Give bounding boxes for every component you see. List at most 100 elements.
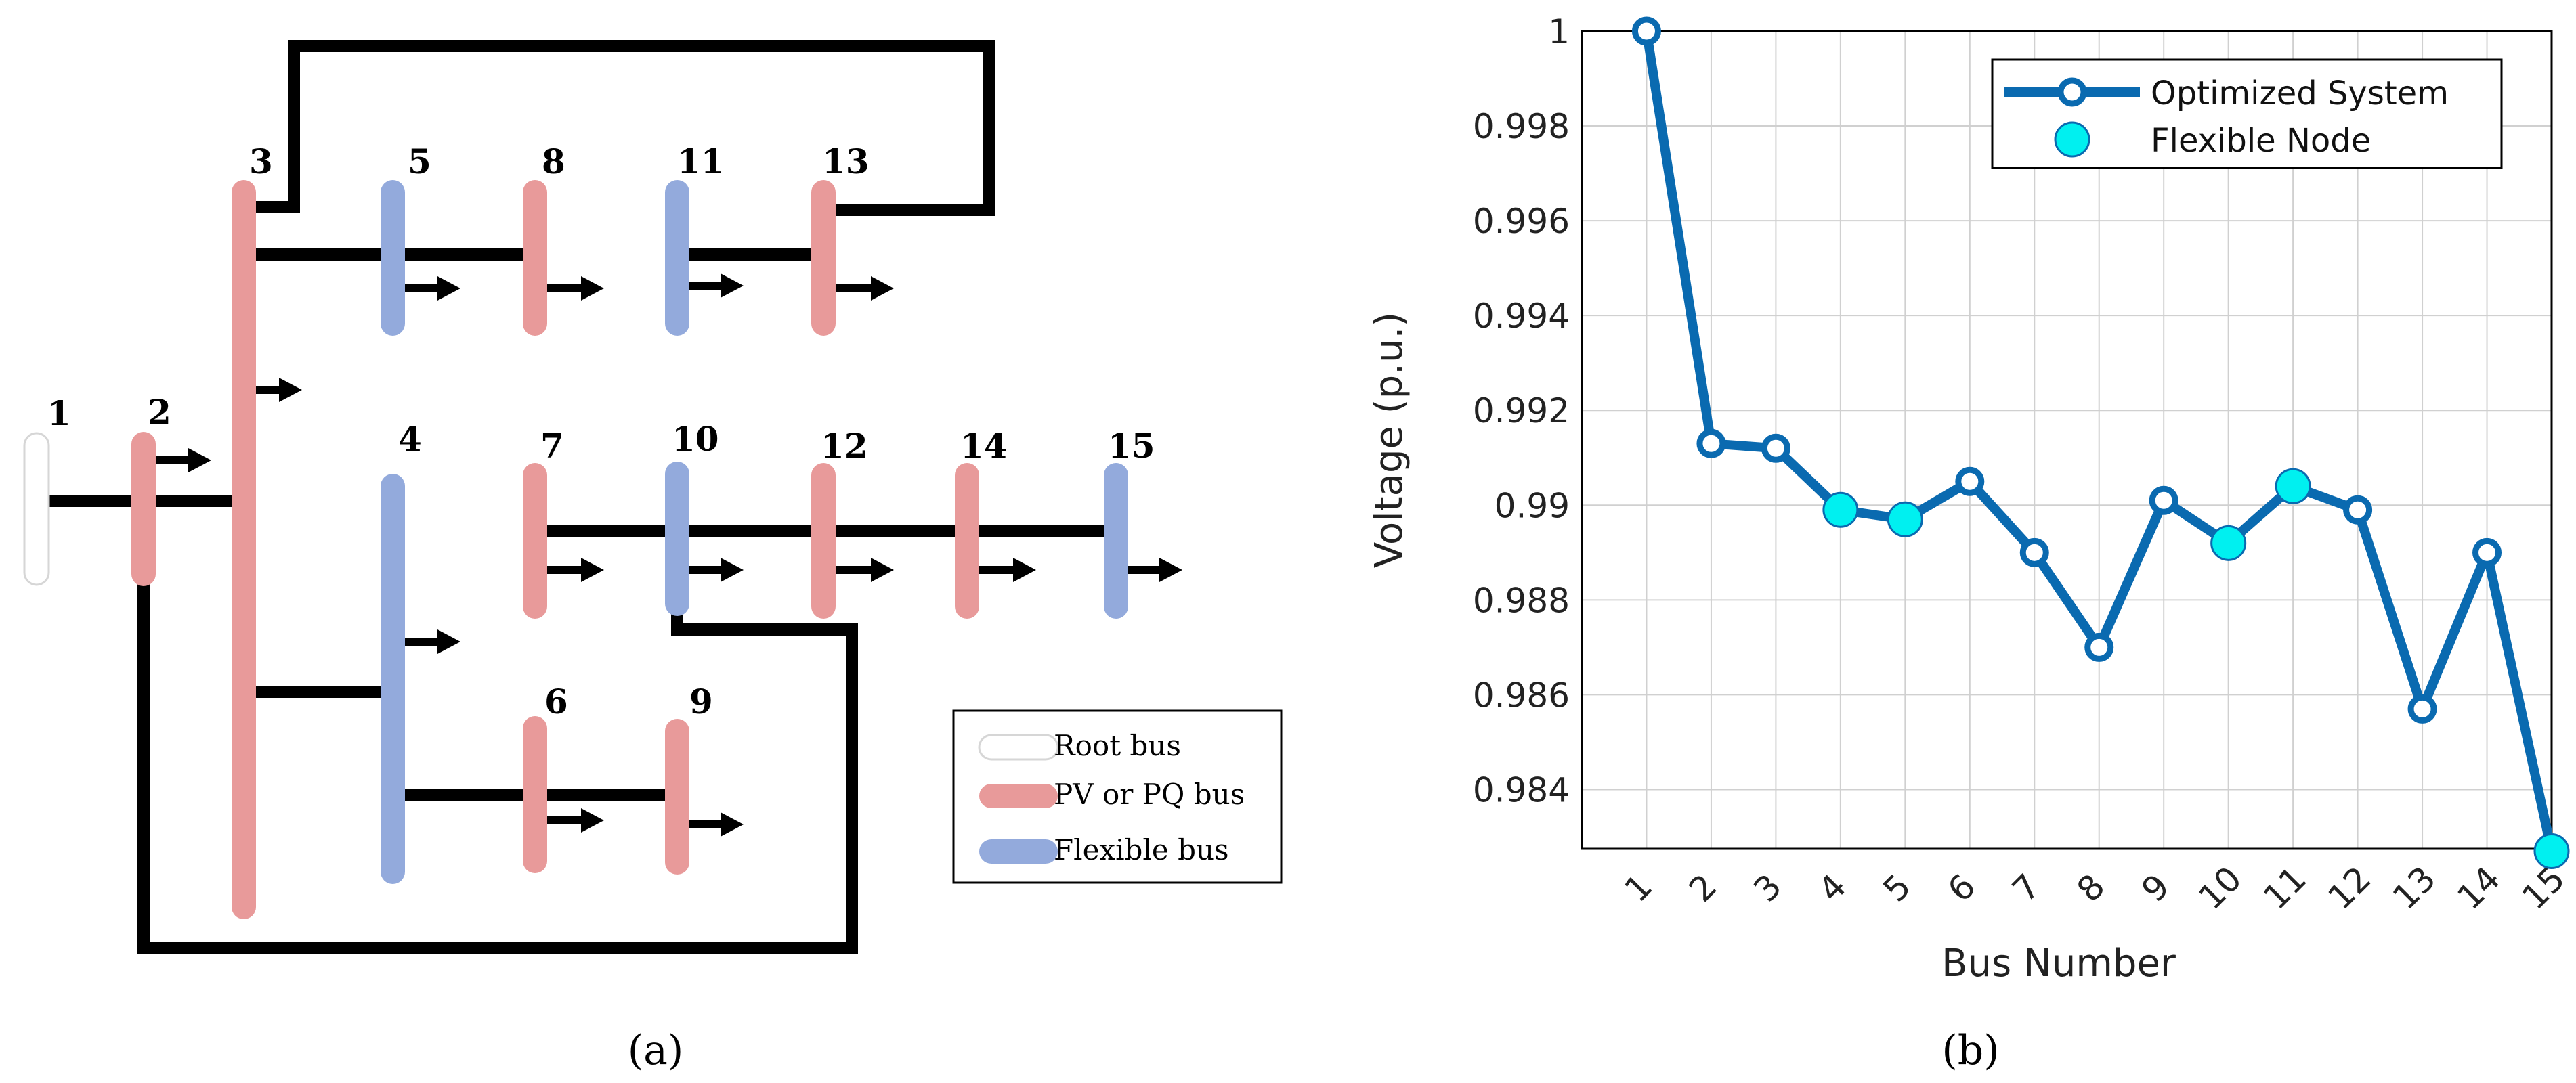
bus-label-8: 8	[542, 141, 565, 181]
x-tick-label: 7	[2004, 866, 2048, 910]
legend-label-optimized: Optimized System	[2151, 74, 2449, 112]
bus-label-2: 2	[148, 392, 171, 432]
bus-7-bar	[523, 463, 547, 619]
load-arrow	[685, 273, 744, 298]
y-tick-label: 0.996	[1473, 202, 1570, 241]
x-tick-label: 5	[1876, 866, 1919, 910]
legend-swatch-flexible	[979, 839, 1058, 864]
bus-4-bar	[381, 474, 405, 884]
data-point	[2149, 485, 2178, 515]
load-arrow	[402, 629, 460, 654]
bus-6-bar	[523, 716, 547, 873]
load-arrow	[836, 558, 894, 582]
bus-label-10: 10	[672, 419, 719, 459]
data-point	[1955, 466, 1985, 496]
load-arrow	[836, 276, 894, 301]
legend-swatch-pvpq	[979, 784, 1058, 808]
x-tick-label: 8	[2069, 866, 2113, 910]
y-tick-label: 1	[1548, 12, 1570, 51]
y-ticks: 0.984 0.986 0.988 0.99 0.992 0.994 0.996 0.998 1	[1473, 12, 1570, 810]
x-tick-label: 15	[2514, 859, 2573, 917]
x-tick-label: 14	[2450, 859, 2508, 917]
y-tick-label: 0.994	[1473, 296, 1570, 336]
flexible-node-point	[2210, 525, 2247, 561]
bus-10-bar	[665, 462, 689, 616]
bus-label-12: 12	[821, 426, 868, 466]
y-tick-label: 0.998	[1473, 107, 1570, 146]
x-tick-label: 10	[2191, 859, 2250, 917]
load-arrow	[546, 808, 604, 833]
bus-label-11: 11	[677, 141, 725, 181]
x-tick-label: 4	[1811, 866, 1854, 910]
load-arrow	[685, 812, 744, 837]
flexible-node-point	[1887, 501, 1923, 537]
bus-3-bar	[232, 180, 256, 919]
x-tick-label: 12	[2321, 859, 2379, 917]
y-tick-label: 0.992	[1473, 391, 1570, 430]
bus-label-5: 5	[408, 141, 431, 181]
data-point	[1696, 428, 1726, 458]
bus-bars	[23, 180, 1128, 919]
x-tick-label: 3	[1746, 866, 1790, 910]
legend-marker-flexible	[2054, 121, 2090, 158]
legend-label-root: Root bus	[1054, 729, 1181, 762]
x-tick-label: 6	[1940, 866, 1983, 910]
x-tick-label: 1	[1617, 866, 1660, 910]
data-point	[2019, 537, 2049, 567]
x-tick-label: 2	[1681, 866, 1725, 910]
x-axis-label: Bus Number	[1941, 942, 2176, 986]
line-2-10-loop	[137, 514, 858, 954]
y-tick-label: 0.986	[1473, 676, 1570, 715]
bus-label-15: 15	[1108, 426, 1155, 466]
bus-label-4: 4	[398, 419, 422, 459]
legend-label-pvpq: PV or PQ bus	[1054, 778, 1245, 811]
bus-label-7: 7	[540, 426, 564, 466]
caption-b: (b)	[1941, 1027, 1999, 1074]
bus-label-14: 14	[960, 426, 1008, 466]
bus-label-1: 1	[47, 393, 71, 433]
bus-13-bar	[811, 180, 836, 336]
load-arrow	[546, 276, 604, 301]
x-tick-label: 13	[2385, 859, 2443, 917]
legend-label-flexible-node: Flexible Node	[2151, 122, 2371, 160]
bus-15-bar	[1104, 463, 1128, 619]
load-arrow	[1124, 558, 1182, 582]
bus-label-6: 6	[544, 682, 568, 722]
load-arrow	[978, 558, 1036, 582]
network-diagram: 1 2 3 4 5 6 7 8 9 10 11 12 13 14 15 Root…	[23, 40, 1283, 1074]
data-point	[2407, 694, 2437, 724]
data-point	[2084, 632, 2114, 662]
bus-9-bar	[665, 719, 689, 875]
bus-14-bar	[955, 463, 979, 619]
series	[1631, 16, 2570, 870]
flexible-node-point	[2275, 468, 2311, 504]
bus-11-bar	[665, 180, 689, 336]
caption-a: (a)	[628, 1027, 684, 1074]
y-tick-label: 0.988	[1473, 581, 1570, 620]
legend-label-flexible: Flexible bus	[1054, 833, 1229, 866]
plot-frame	[1581, 30, 2553, 850]
data-point	[1761, 433, 1790, 463]
bus-8-bar	[523, 180, 547, 336]
x-ticks: 1 2 3 4 5 6 7 8 9 10 11 12 13 14 15	[1617, 859, 2573, 917]
flexible-node-point	[2533, 833, 2570, 870]
load-arrow	[402, 276, 460, 301]
y-tick-label: 0.984	[1473, 770, 1570, 810]
voltage-chart: 0.984 0.986 0.988 0.99 0.992 0.994 0.996 0.998 1…	[1367, 12, 2573, 1074]
load-arrow	[685, 558, 744, 582]
x-tick-label: 11	[2256, 859, 2314, 917]
bus-label-3: 3	[249, 141, 273, 181]
bus-labels: 1 2 3 4 5 6 7 8 9 10 11 12 13 14 15	[47, 141, 1155, 722]
legend-marker-optimized	[2057, 77, 2087, 107]
flexible-node-point	[1822, 491, 1859, 528]
load-arrow	[153, 448, 211, 472]
load-arrow	[546, 558, 604, 582]
bus-2-bar	[131, 432, 156, 586]
bus-label-9: 9	[689, 682, 713, 722]
line-3-13-loop	[244, 40, 995, 216]
data-point	[2472, 537, 2502, 567]
diagram-legend: Root bus PV or PQ bus Flexible bus	[952, 709, 1283, 884]
data-point	[2343, 495, 2373, 525]
bus-label-13: 13	[822, 141, 870, 181]
